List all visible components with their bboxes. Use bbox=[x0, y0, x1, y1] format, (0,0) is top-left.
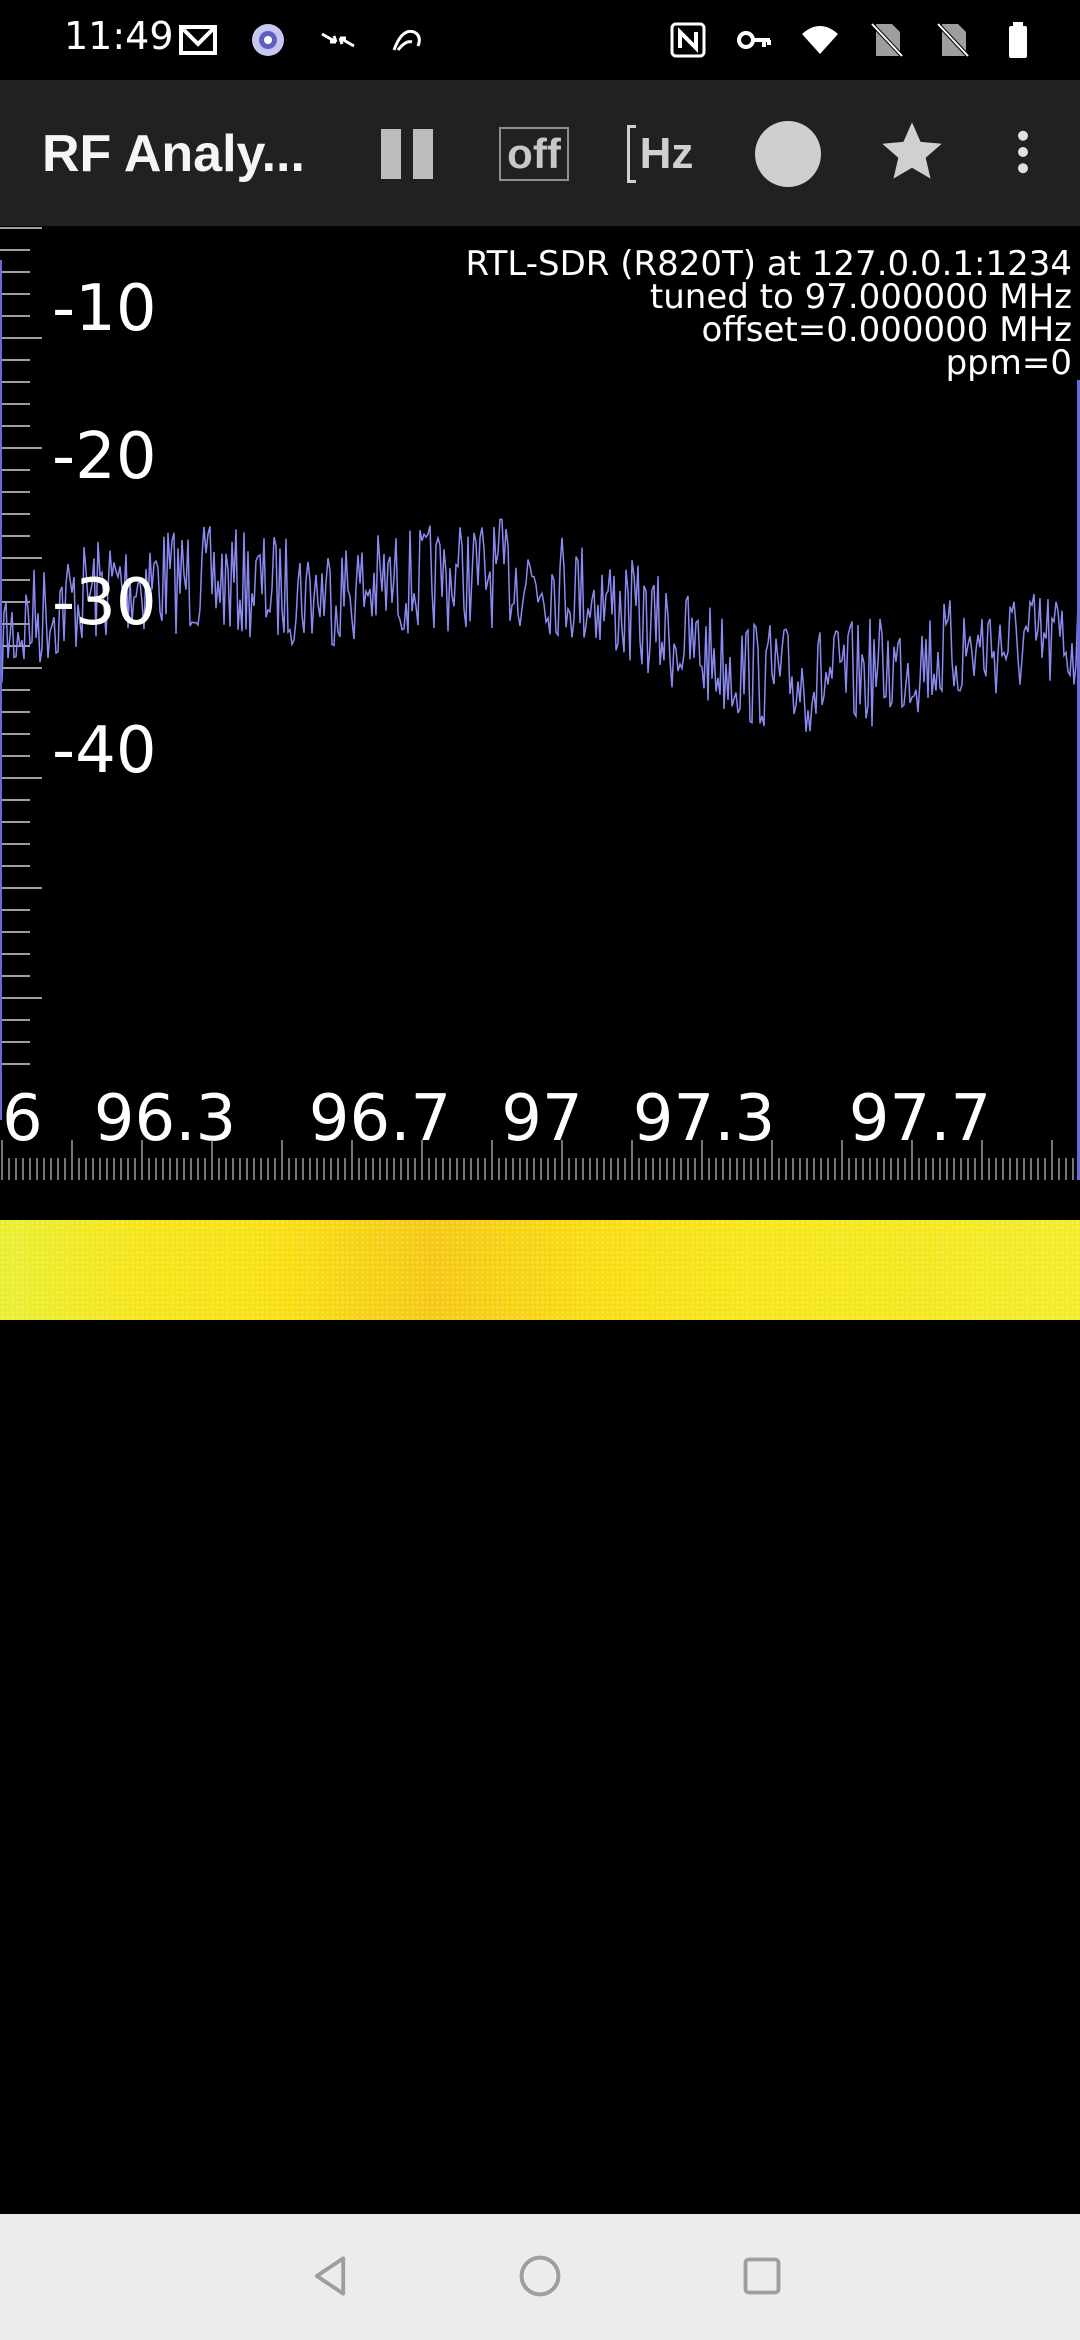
no-sim-icon bbox=[864, 18, 908, 62]
app-toolbar: RF Analy... off Hz bbox=[0, 80, 1080, 226]
navigation-bar bbox=[0, 2214, 1080, 2340]
y-axis-ticks bbox=[0, 227, 42, 1065]
right-edge-line bbox=[1077, 380, 1080, 1180]
wifi-icon bbox=[798, 18, 842, 62]
vpn-key-icon bbox=[732, 18, 776, 62]
battery-icon bbox=[996, 18, 1040, 62]
x-axis-ticks bbox=[1, 1140, 1074, 1180]
y-label-minus-30: -30 bbox=[52, 566, 157, 640]
nav-home-button[interactable] bbox=[510, 2248, 570, 2308]
status-time: 11:49 bbox=[64, 14, 174, 58]
y-label-minus-40: -40 bbox=[52, 714, 157, 788]
x-label-2: 96.7 bbox=[308, 1082, 452, 1156]
gmail-icon bbox=[176, 18, 220, 62]
more-vert-icon bbox=[1013, 127, 1033, 182]
nfc-icon bbox=[666, 18, 710, 62]
recents-square-icon bbox=[740, 2254, 784, 2303]
pause-icon bbox=[375, 129, 439, 179]
left-edge-line bbox=[0, 260, 2, 1120]
x-label-3: 97 bbox=[501, 1082, 583, 1156]
waterfall-display[interactable] bbox=[0, 1220, 1080, 1320]
tuned-line: tuned to 97.000000 MHz bbox=[649, 277, 1072, 317]
device-info: RTL-SDR (R820T) at 127.0.0.1:1234 tuned … bbox=[465, 244, 1072, 383]
app-title: RF Analy... bbox=[42, 125, 305, 183]
y-label-minus-20: -20 bbox=[52, 420, 157, 494]
settings-app-icon bbox=[246, 18, 290, 62]
pause-button[interactable] bbox=[372, 102, 442, 206]
overflow-menu-button[interactable] bbox=[998, 102, 1048, 206]
status-bar: 11:49 bbox=[0, 0, 1080, 80]
x-label-0: 6 bbox=[2, 1082, 43, 1156]
spectrum-plot[interactable]: -10 -20 -30 -40 RTL-SDR (R820T) at 127.0… bbox=[0, 226, 1080, 1216]
record-button[interactable] bbox=[748, 102, 828, 206]
x-label-4: 97.3 bbox=[632, 1082, 776, 1156]
offset-line: offset=0.000000 MHz bbox=[701, 310, 1072, 350]
x-label-5: 97.7 bbox=[848, 1082, 992, 1156]
hz-label: Hz bbox=[639, 129, 694, 178]
nav-recents-button[interactable] bbox=[732, 2248, 792, 2308]
record-circle-icon bbox=[755, 121, 821, 187]
off-toggle-button[interactable]: off bbox=[498, 102, 570, 206]
no-sim-icon bbox=[930, 18, 974, 62]
spectrum-trace bbox=[0, 518, 1079, 732]
bracket-icon bbox=[626, 125, 636, 183]
off-label: off bbox=[499, 127, 569, 181]
hz-units-button[interactable]: Hz bbox=[624, 102, 696, 206]
device-line: RTL-SDR (R820T) at 127.0.0.1:1234 bbox=[465, 244, 1072, 284]
surf-icon bbox=[386, 18, 430, 62]
back-triangle-icon bbox=[308, 2254, 352, 2303]
favorite-button[interactable] bbox=[872, 102, 952, 206]
star-icon bbox=[877, 117, 947, 192]
ppm-line: ppm=0 bbox=[945, 343, 1072, 383]
y-label-minus-10: -10 bbox=[52, 272, 157, 346]
data-saver-icon bbox=[316, 18, 360, 62]
home-circle-icon bbox=[517, 2253, 563, 2304]
nav-back-button[interactable] bbox=[300, 2248, 360, 2308]
